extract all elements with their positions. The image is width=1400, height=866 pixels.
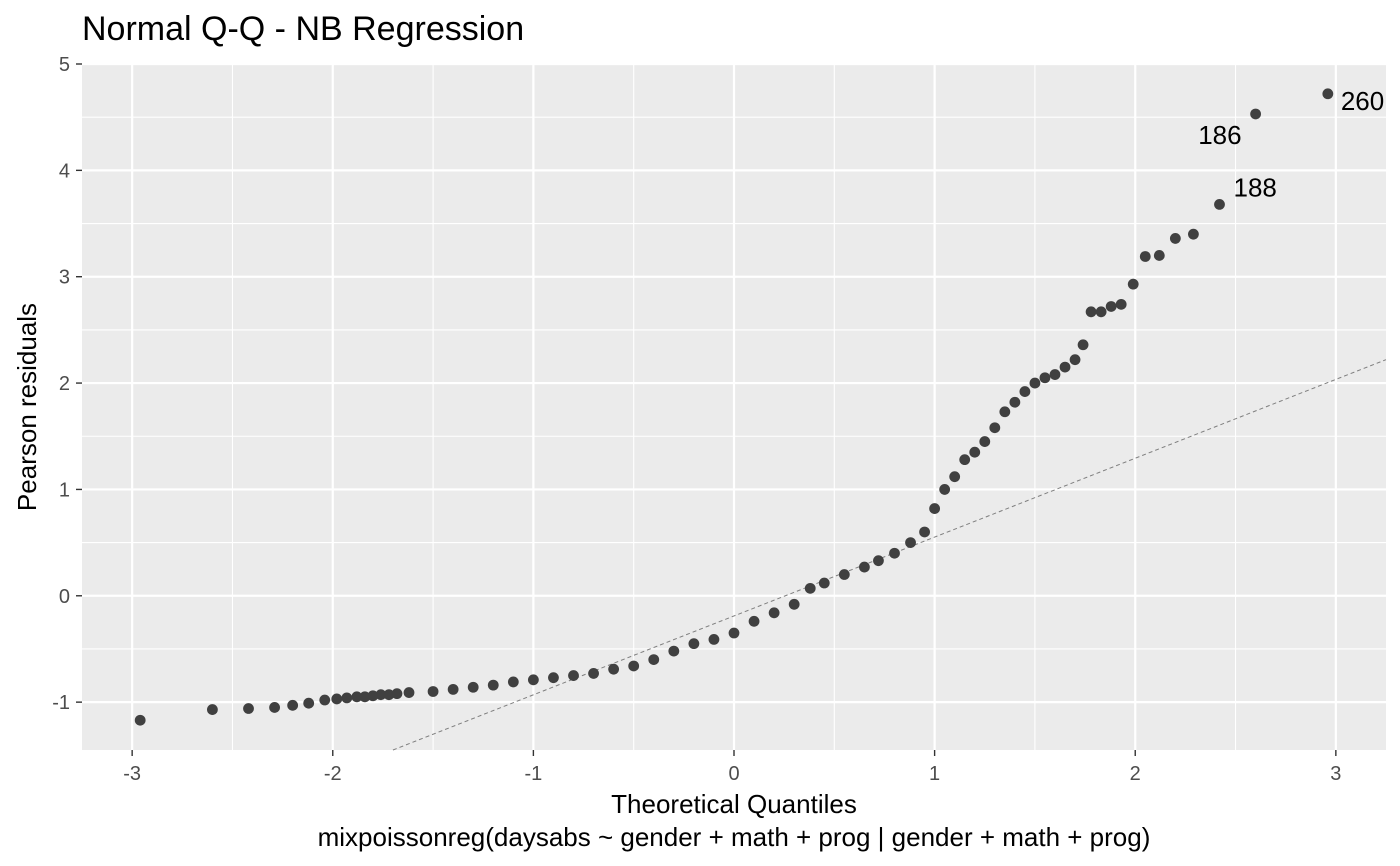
data-point [548, 672, 559, 684]
data-point [383, 689, 395, 701]
point-label-188: 188 [1233, 172, 1276, 202]
data-point [768, 607, 780, 619]
data-points [134, 88, 1334, 726]
y-tick-label: 5 [59, 54, 70, 76]
data-point [287, 699, 299, 711]
data-point [804, 582, 816, 594]
data-point [1139, 251, 1151, 262]
data-point [568, 670, 579, 681]
data-point [708, 633, 720, 645]
data-point [1085, 306, 1097, 318]
y-tick-label: 2 [59, 373, 70, 395]
point-label-186: 186 [1198, 120, 1241, 150]
data-point [1077, 339, 1089, 351]
y-axis: -1 0 1 2 3 4 5 [52, 54, 82, 714]
data-point [818, 577, 830, 589]
data-point [949, 471, 961, 483]
data-point [588, 668, 599, 679]
data-point [507, 676, 519, 688]
x-tick-label: 2 [1130, 763, 1141, 785]
data-point [905, 537, 916, 549]
data-point [919, 526, 930, 538]
data-point [527, 674, 539, 686]
data-point [487, 679, 499, 691]
data-point [1188, 228, 1199, 240]
x-tick-label: 1 [929, 763, 940, 785]
data-point [668, 645, 680, 657]
data-point [838, 569, 850, 580]
data-point [929, 503, 941, 514]
x-axis-caption: mixpoissonreg(daysabs ~ gender + math + … [318, 822, 1151, 852]
data-point [889, 547, 900, 559]
data-point [859, 561, 870, 573]
data-point [688, 638, 700, 650]
data-point [367, 690, 379, 702]
y-tick-label: -1 [52, 692, 70, 714]
data-point [1039, 372, 1051, 384]
data-point [999, 406, 1011, 418]
chart-title: Normal Q-Q - NB Regression [82, 10, 524, 48]
data-point [391, 688, 403, 700]
data-point [1029, 377, 1041, 389]
data-point [989, 422, 1001, 434]
x-axis-title: Theoretical Quantiles [611, 789, 857, 819]
y-tick-label: 1 [59, 479, 70, 501]
data-point [1214, 198, 1225, 210]
point-label-260: 260 [1341, 86, 1384, 116]
x-tick-label: -2 [324, 763, 342, 785]
y-tick-label: 0 [59, 586, 70, 608]
y-tick-label: 4 [59, 160, 70, 182]
data-point [341, 692, 353, 704]
data-point [1095, 306, 1107, 318]
data-point [728, 627, 740, 639]
data-point [1069, 354, 1081, 366]
data-point [959, 454, 971, 466]
data-point [1019, 386, 1031, 397]
x-tick-label: 0 [728, 763, 739, 785]
y-axis-title: Pearson residuals [12, 303, 42, 511]
data-point [1049, 369, 1061, 380]
point-labels: 260 186 188 [1198, 86, 1384, 203]
data-point [788, 598, 800, 610]
data-point [1169, 233, 1181, 244]
grid-major [82, 62, 1386, 750]
data-point [1009, 396, 1021, 408]
data-point [447, 683, 459, 695]
data-point [939, 484, 951, 495]
data-point [748, 615, 760, 627]
data-point [1322, 88, 1334, 100]
data-point [269, 702, 280, 713]
x-axis: -3 -2 -1 0 1 2 3 [123, 750, 1341, 785]
x-tick-label: 3 [1330, 763, 1341, 785]
data-point [1105, 301, 1117, 312]
data-point [1059, 361, 1071, 373]
data-point [608, 663, 620, 675]
data-point [351, 691, 363, 703]
data-point [375, 689, 387, 701]
data-point [969, 446, 981, 458]
data-point [873, 555, 884, 567]
data-point [648, 654, 660, 665]
x-tick-label: -1 [524, 763, 542, 785]
data-point [207, 704, 218, 715]
y-tick-label: 3 [59, 267, 70, 289]
data-point [331, 693, 343, 705]
data-point [359, 691, 371, 703]
data-point [134, 714, 146, 726]
data-point [628, 660, 640, 672]
data-point [427, 686, 439, 697]
data-point [403, 687, 415, 698]
data-point [1153, 250, 1165, 261]
data-point [243, 703, 254, 714]
data-point [1127, 278, 1139, 290]
data-point [319, 694, 331, 706]
data-point [1115, 298, 1127, 310]
data-point [1250, 108, 1261, 120]
x-tick-label: -3 [123, 763, 141, 785]
data-point [303, 697, 315, 709]
data-point [979, 436, 991, 447]
data-point [467, 681, 479, 693]
